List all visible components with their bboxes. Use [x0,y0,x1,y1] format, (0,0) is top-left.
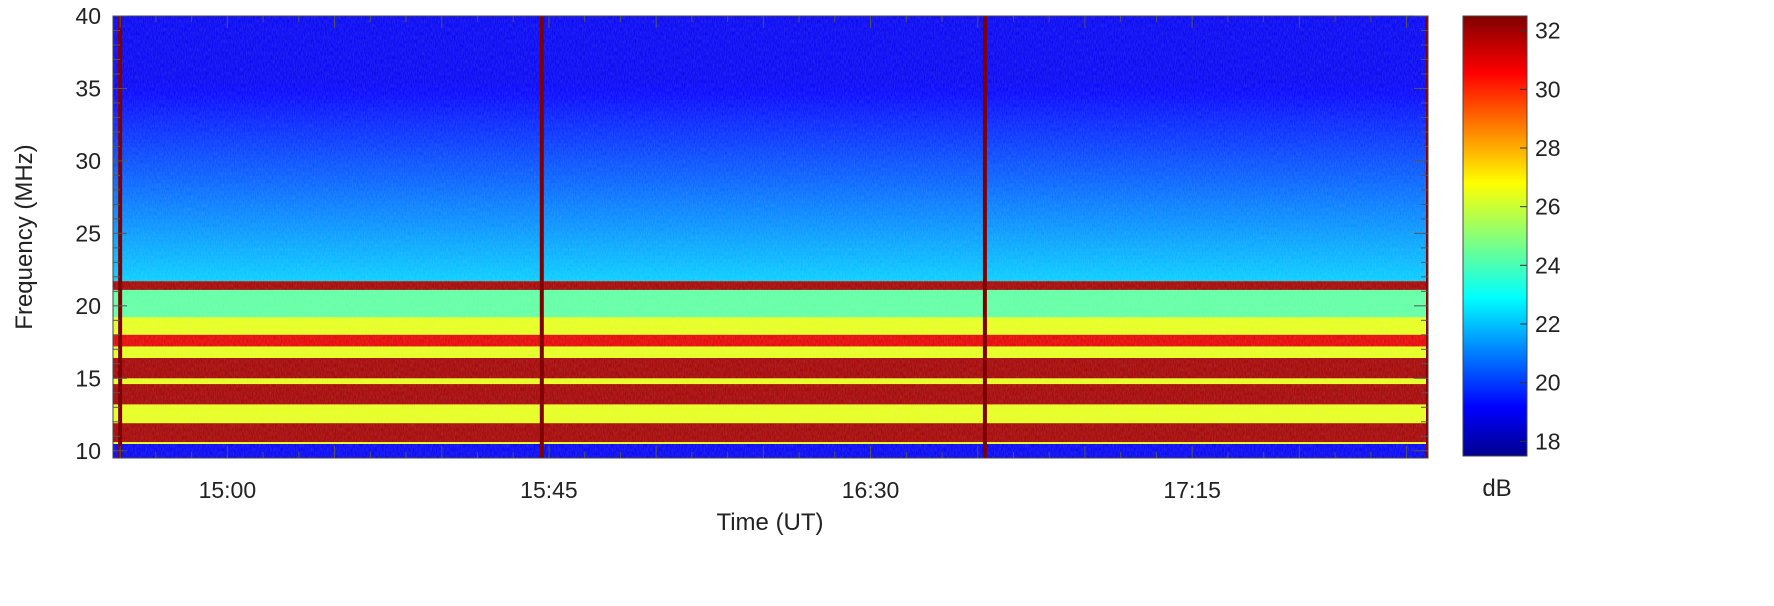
colorbar-tick-label: 22 [1535,311,1561,337]
y-tick-label: 40 [75,3,101,29]
texture-overlay [113,16,1428,458]
colorbar-label: dB [1482,475,1511,502]
y-tick-label: 30 [75,148,101,174]
y-axis-title: Frequency (MHz) [11,144,38,329]
x-tick-label: 16:30 [842,477,900,503]
plot-frame [112,15,1429,459]
burst-line [539,16,544,458]
y-tick-label: 20 [75,293,101,319]
y-tick-label: 10 [75,438,101,464]
burst-line [1426,16,1428,458]
x-tick-label: 15:45 [520,477,578,503]
colorbar-tick-label: 18 [1535,428,1561,454]
burst-line [982,16,987,458]
y-tick-label: 15 [75,365,101,391]
colorbar-gradient [1462,15,1528,457]
colorbar: 18 20 22 24 26 28 30 32 dB [1462,15,1561,502]
colorbar-tick-label: 30 [1535,76,1561,102]
y-tick-label: 35 [75,75,101,101]
colorbar-tick-label: 32 [1535,18,1561,44]
x-axis-title: Time (UT) [716,509,823,536]
y-axis: 10 15 20 25 30 35 40 [75,3,1428,464]
colorbar-tick-label: 28 [1535,135,1561,161]
x-tick-label: 15:00 [199,477,257,503]
colorbar-tick-label: 24 [1535,252,1561,278]
colorbar-tick-label: 20 [1535,370,1561,396]
y-tick-label: 25 [75,220,101,246]
plot-area [113,16,1428,458]
colorbar-tick-label: 26 [1535,194,1561,220]
burst-line [118,16,123,458]
x-tick-label: 17:15 [1163,477,1221,503]
x-axis: 15:00 15:45 16:30 17:15 [119,16,1408,503]
